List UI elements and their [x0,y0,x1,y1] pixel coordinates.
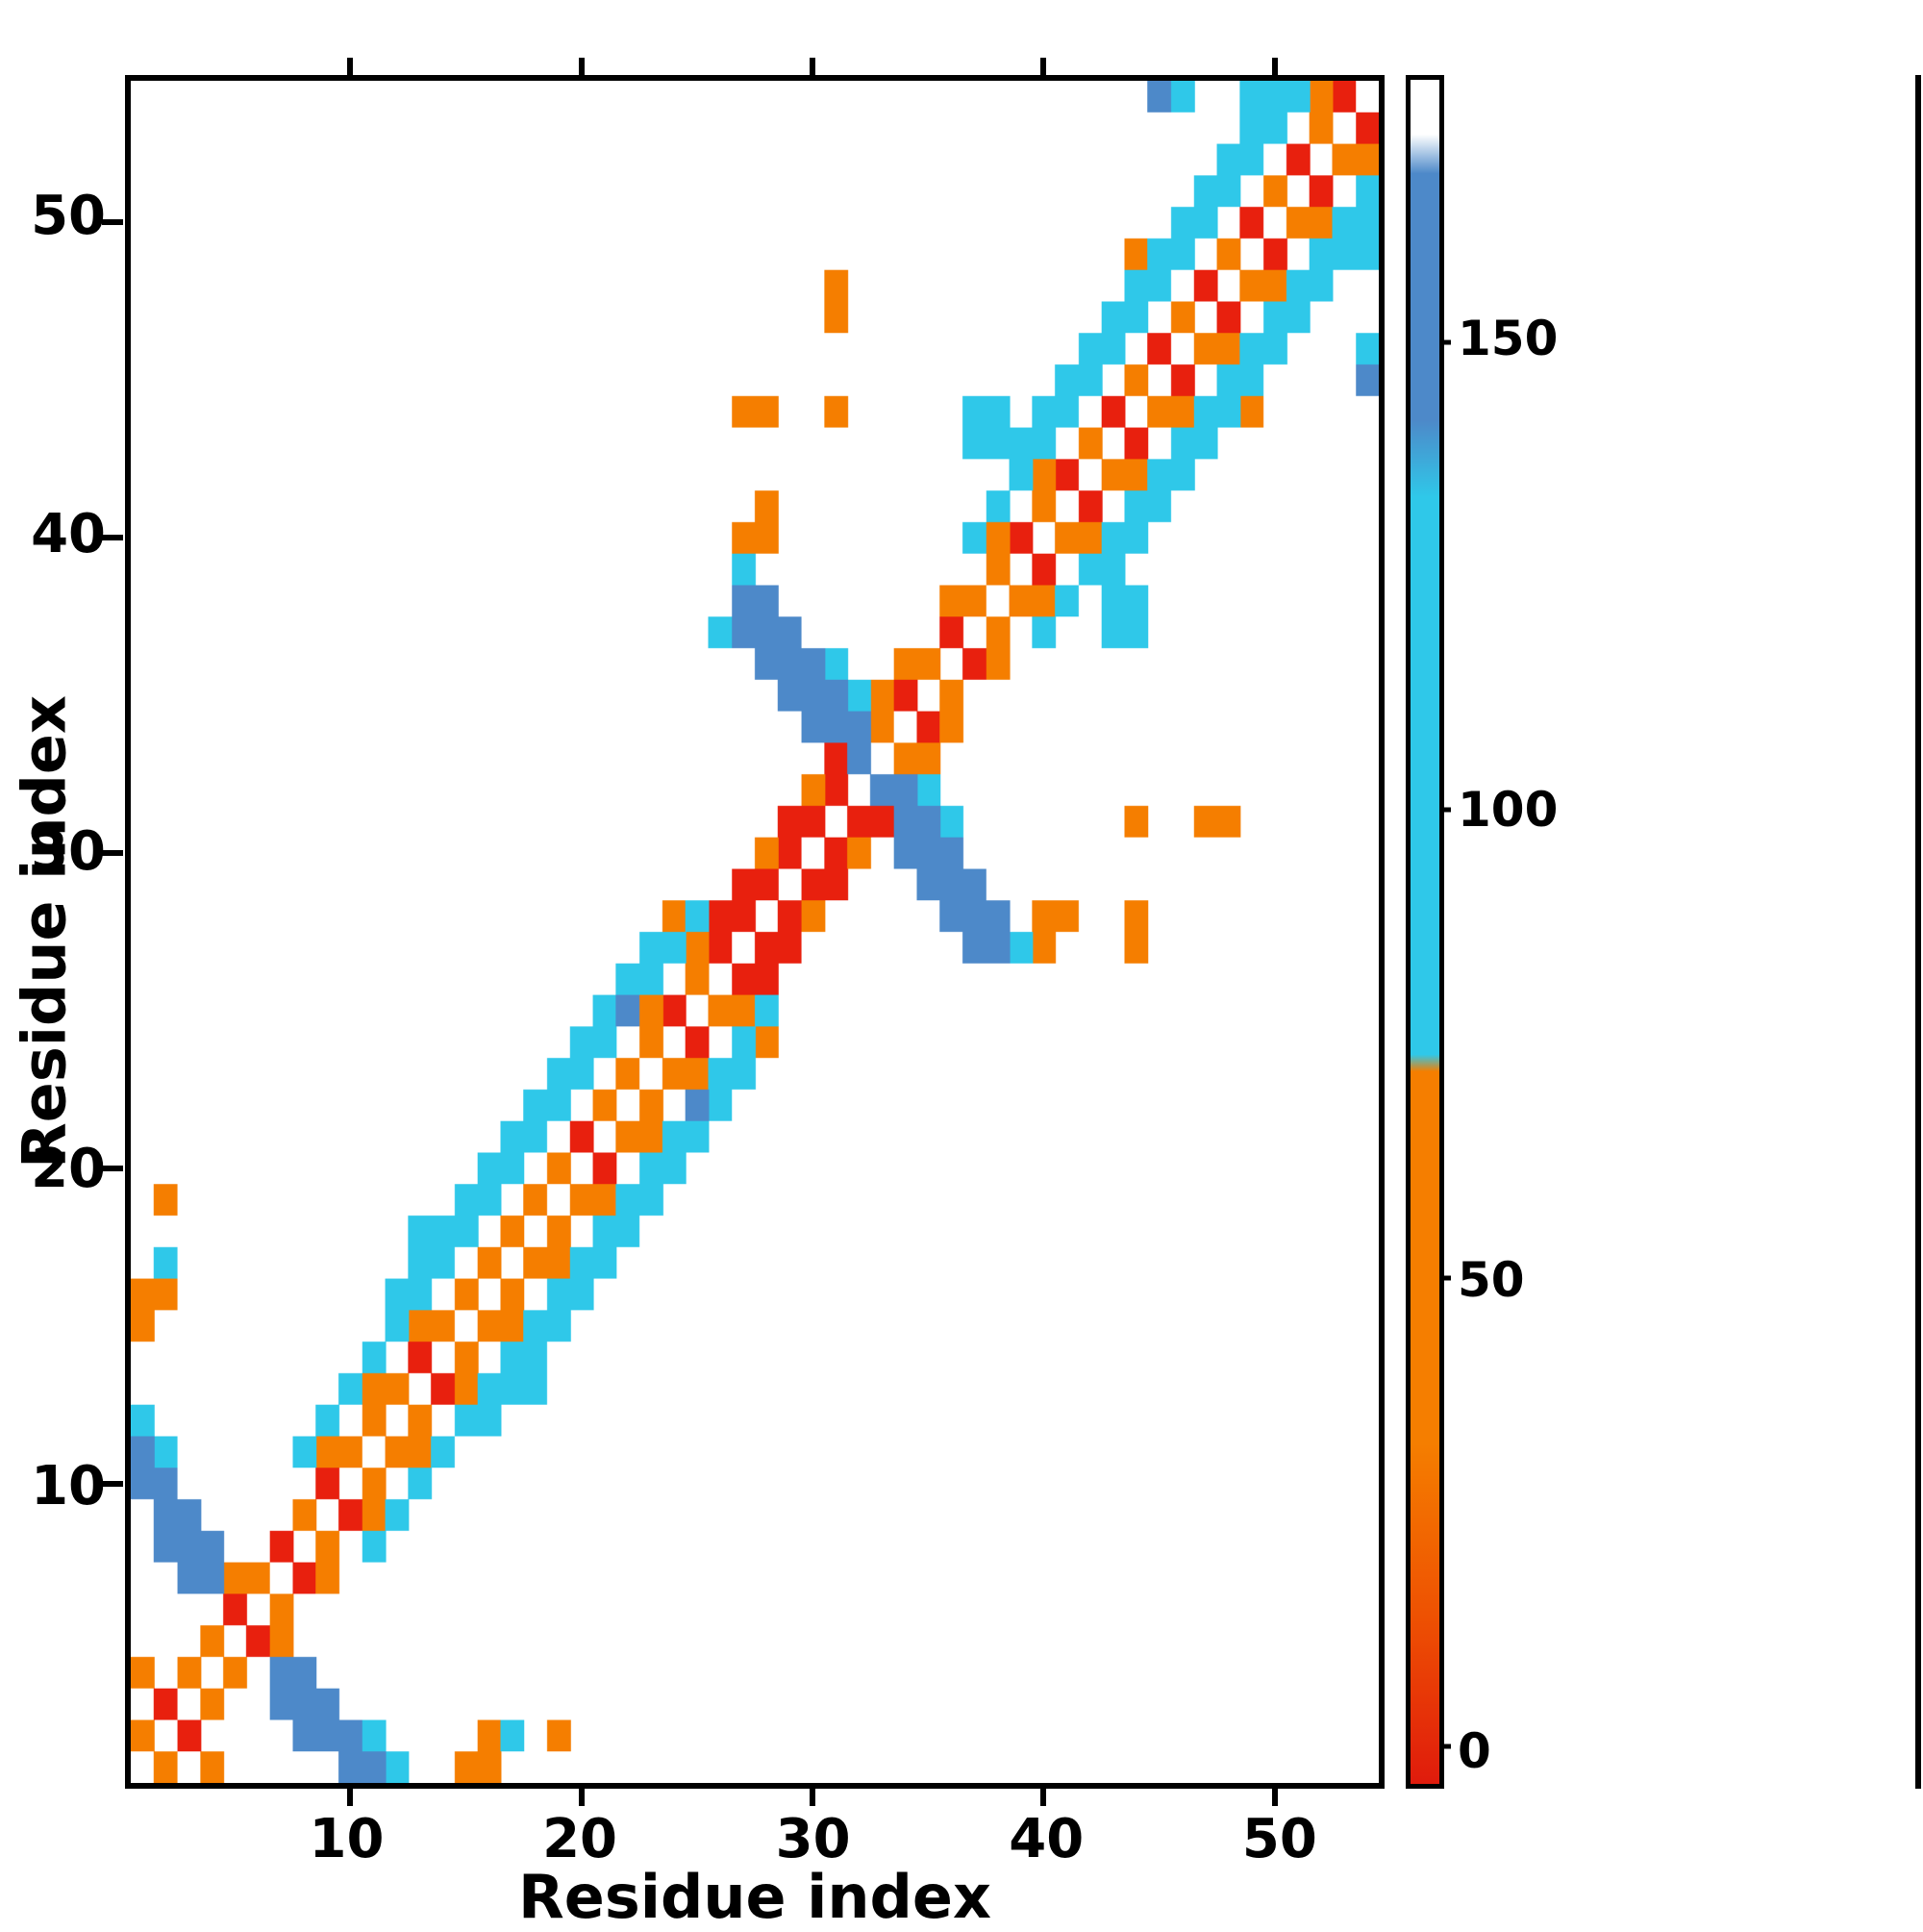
x-axis-tick-mark-10 [347,1785,354,1806]
colorbar-tick-mark-150 [1439,339,1451,345]
y-axis-tick-label-40: 40 [31,502,106,565]
x-axis-tick-mark-10 [347,58,354,79]
y-axis-tick-mark-40 [102,535,123,541]
x-axis-tick-mark-50 [1271,1785,1278,1806]
x-axis-tick-mark-20 [578,1785,585,1806]
colorbar-tick-mark-50 [1439,1275,1451,1281]
colorbar [1406,75,1451,1789]
y-axis-title: Residue index [9,695,80,1168]
x-axis-tick-label-20: 20 [542,1808,618,1870]
y-axis-tick-label-50: 50 [31,185,106,248]
y-axis-tick-mark-20 [102,1165,123,1171]
colorbar-tick-mark-100 [1439,807,1451,813]
right-edge-line [1915,75,1921,1789]
plot-area [102,58,1385,1806]
x-axis-tick-mark-30 [810,1785,816,1806]
x-axis-tick-mark-40 [1040,58,1047,79]
colorbar-tick-mark-0 [1439,1744,1451,1749]
y-axis-tick-label-10: 10 [31,1454,106,1518]
x-axis-tick-mark-50 [1271,58,1278,79]
x-axis-tick-label-30: 30 [775,1808,851,1870]
colorbar-gradient [1411,80,1439,1784]
y-axis-tick-label-30: 30 [31,819,106,883]
colorbar-tick-label-50: 50 [1458,1252,1525,1309]
x-axis-tick-label-40: 40 [1009,1808,1085,1870]
heatmap-canvas [131,81,1379,1783]
x-axis-tick-label-50: 50 [1241,1808,1317,1870]
x-axis-tick-mark-20 [578,58,585,79]
x-axis-tick-label-10: 10 [309,1808,385,1870]
y-axis-tick-labels: 10 20 30 40 50 [0,75,113,1789]
y-axis-tick-mark-10 [102,1480,123,1487]
x-axis-tick-mark-40 [1040,1785,1047,1806]
colorbar-tick-label-100: 100 [1458,781,1559,838]
colorbar-tick-label-0: 0 [1458,1722,1491,1779]
x-axis-tick-mark-30 [810,58,816,79]
y-axis-tick-label-20: 20 [31,1137,106,1200]
y-axis-tick-mark-30 [102,850,123,857]
x-axis-tick-labels: 10 20 30 40 50 [125,1808,1385,1870]
colorbar-tick-label-150: 150 [1458,311,1559,367]
x-axis-title: Residue index [518,1862,991,1932]
y-axis-tick-mark-50 [102,219,123,226]
